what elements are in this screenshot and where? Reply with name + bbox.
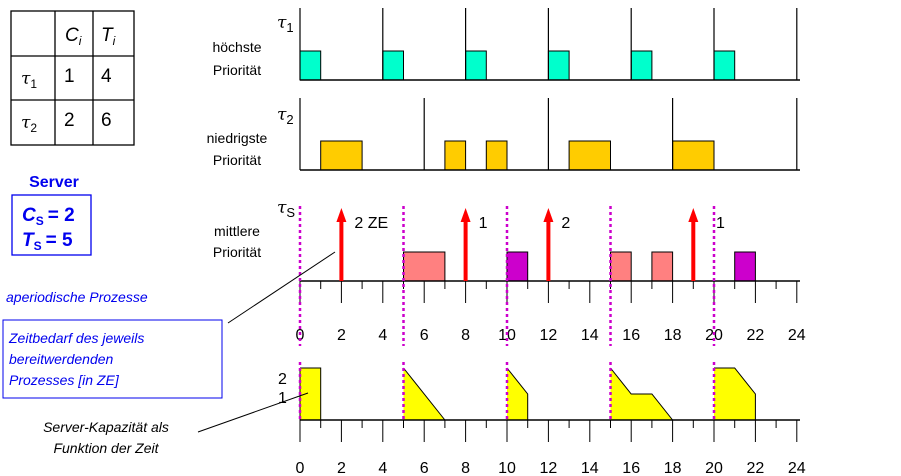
priority-label: Priorität [213,152,261,168]
capacity-curve [300,367,322,420]
arrow-head-icon [336,208,347,222]
priority-label: Priorität [213,62,261,78]
server-tick-label: 8 [461,327,470,344]
priority-label: höchste [212,39,261,55]
server-tick-label: 4 [378,327,387,344]
capacity-tick-label: 22 [747,460,765,476]
capacity-tick-label: 0 [296,460,305,476]
server-tick-label: 16 [622,327,640,344]
demand-line2: bereitwerdenden [9,351,114,367]
capacity-curve [714,367,756,420]
server-execution-block [610,251,632,282]
capacity-tick-label: 14 [581,460,599,476]
server-tick-label: 14 [581,327,599,344]
server-tick-label: 22 [747,327,765,344]
capacity-line2: Funktion der Zeit [53,440,159,456]
task-1-execution-block [630,50,653,81]
priority-label: mittlere [214,223,260,239]
task-label-S: τS [277,198,295,220]
task-2-execution-block [485,140,508,171]
task-2-execution-block [672,140,715,171]
aperiodic-execution-block [506,251,529,282]
server-tick-label: 2 [337,327,346,344]
capacity-tick-label: 24 [788,460,806,476]
priority-label: Priorität [213,244,261,260]
row-task-2: τ2 [21,113,37,135]
capacity-tick-label: 16 [622,460,640,476]
server-ts: TS = 5 [22,230,73,253]
server-cs: CS = 2 [22,205,75,228]
task-1-execution-block [547,50,570,81]
server-tick-label: 12 [540,327,558,344]
arrow-head-icon [688,208,699,222]
aperiodic-label: aperiodische Prozesse [6,289,148,305]
capacity-area [300,368,321,420]
server-tick-label: 0 [296,327,305,344]
capacity-tick-label: 6 [420,460,429,476]
server-tick-label: 20 [705,327,723,344]
server-tick-label: 6 [420,327,429,344]
row-task-1-t: 4 [101,66,112,87]
task-label-1: τ1 [277,13,294,35]
arrival-demand-label: 1 [479,215,488,232]
row-task-1: τ1 [21,69,37,91]
capacity-tick-label: 4 [378,460,387,476]
capacity-area [714,368,756,420]
row-task-2-c: 2 [64,110,75,131]
header-t: Ti [101,25,116,48]
capacity-tick-label: 2 [337,460,346,476]
header-c: Ci [65,25,82,48]
task-1-execution-block [299,50,322,81]
capacity-tick-label: 10 [498,460,516,476]
server-params-box [11,194,92,256]
server-tick-label: 24 [788,327,806,344]
task-2-execution-block [444,140,467,171]
capacity-tick-label: 20 [705,460,723,476]
capacity-tick-label: 18 [664,460,682,476]
capacity-y-label: 1 [278,390,287,407]
capacity-curve [610,367,673,421]
server-tick-label: 10 [498,327,516,344]
aperiodic-execution-block [734,251,756,282]
server-execution-block [651,251,674,282]
arrow-head-icon [460,208,471,222]
capacity-y-label: 2 [278,371,287,388]
capacity-pointer-line [197,392,309,433]
capacity-curve [506,367,529,420]
server-tick-label: 18 [664,327,682,344]
row-task-2-t: 6 [101,110,112,131]
demand-annotation-box [2,319,223,399]
task-2-execution-block [320,140,363,171]
task-2-execution-block [568,140,611,171]
task-1-execution-block [465,50,487,81]
arrival-demand-label: 2 ZE [354,215,388,232]
arrival-demand-label: 2 [561,215,570,232]
task-1-execution-block [382,50,404,81]
parameter-table [10,10,135,146]
priority-label: niedrigste [207,130,268,146]
task-label-2: τ2 [277,105,294,127]
arrival-demand-label: 1 [716,215,725,232]
capacity-tick-label: 12 [540,460,558,476]
server-title: Server [29,174,79,191]
demand-pointer-line [227,251,336,324]
capacity-area [507,368,528,420]
demand-line1: Zeitbedarf des jeweils [8,330,144,346]
task-1-execution-block [713,50,736,81]
capacity-curve [403,367,446,421]
demand-line3: Prozesses [in ZE] [9,372,120,388]
capacity-tick-label: 8 [461,460,470,476]
row-task-1-c: 1 [64,66,75,87]
server-execution-block [403,251,446,282]
arrow-head-icon [543,208,554,222]
capacity-line1: Server-Kapazität als [43,419,169,435]
